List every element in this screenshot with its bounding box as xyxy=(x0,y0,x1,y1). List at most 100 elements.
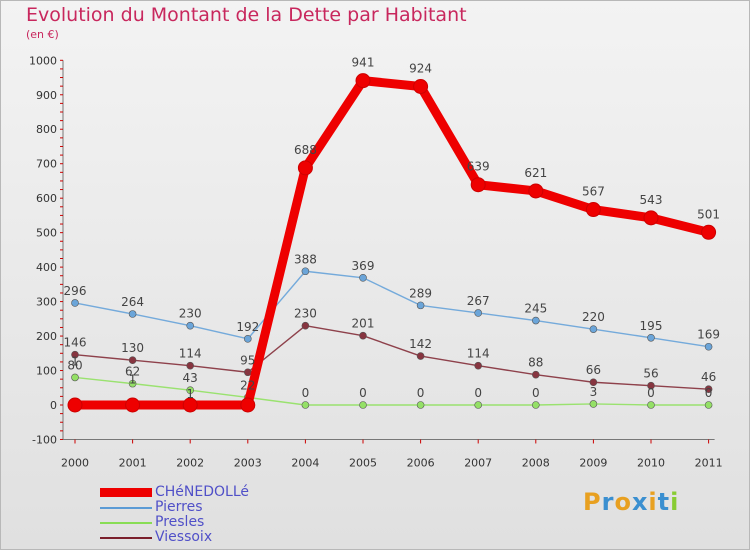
legend-swatch xyxy=(100,522,152,524)
data-label: 245 xyxy=(524,302,547,316)
series-line-presles xyxy=(74,376,709,406)
data-point xyxy=(125,397,141,413)
data-point xyxy=(589,325,598,333)
data-label: 146 xyxy=(64,336,87,350)
x-tick-label: 2003 xyxy=(234,456,262,469)
legend-label: Pierres xyxy=(155,499,203,515)
y-tick-label: 400 xyxy=(36,261,57,274)
data-label: 230 xyxy=(179,307,202,321)
data-label: 0 xyxy=(417,386,425,400)
data-label: 543 xyxy=(640,193,663,207)
data-label: 1 xyxy=(186,387,194,401)
data-point xyxy=(647,381,655,390)
data-point xyxy=(359,401,367,409)
series-line-viessoix xyxy=(74,325,709,390)
chart-subtitle: (en €) xyxy=(26,28,59,41)
data-point xyxy=(704,401,713,409)
legend-swatch xyxy=(100,537,152,539)
data-label: 114 xyxy=(467,347,490,361)
data-point xyxy=(186,321,194,330)
data-point xyxy=(359,274,367,282)
data-label: 230 xyxy=(294,307,317,321)
data-label: 80 xyxy=(67,358,82,372)
data-label: 264 xyxy=(121,295,144,309)
data-point xyxy=(128,310,137,318)
data-label: 0 xyxy=(474,386,482,400)
x-tick-label: 2000 xyxy=(61,456,89,469)
data-point xyxy=(704,342,713,351)
data-point xyxy=(128,356,137,364)
logo-letter: t xyxy=(657,488,671,516)
data-point xyxy=(182,397,198,413)
data-point xyxy=(647,401,655,409)
data-label: 289 xyxy=(409,286,432,300)
x-tick-label: 2009 xyxy=(579,456,607,469)
data-point xyxy=(416,352,425,360)
y-tick-label: 300 xyxy=(36,296,57,309)
y-tick-label: 100 xyxy=(36,365,57,378)
data-label: 43 xyxy=(183,371,198,385)
data-point xyxy=(355,73,371,89)
data-point xyxy=(297,160,313,176)
data-label: 267 xyxy=(467,294,490,308)
data-label: 220 xyxy=(582,310,605,324)
x-tick-label: 2006 xyxy=(407,456,435,469)
y-tick-label: 200 xyxy=(36,330,57,343)
data-point xyxy=(186,361,194,370)
data-label: 1 xyxy=(129,373,137,387)
data-point xyxy=(244,335,252,343)
data-point xyxy=(128,379,137,388)
data-label: 66 xyxy=(586,363,601,377)
data-label: 95 xyxy=(240,353,255,367)
data-point xyxy=(474,361,483,370)
y-tick-label: 500 xyxy=(36,227,57,240)
data-label: 195 xyxy=(640,319,663,333)
data-label: 0 xyxy=(359,386,367,400)
x-tick-label: 2004 xyxy=(291,456,319,469)
data-point xyxy=(647,333,655,342)
data-label: 142 xyxy=(409,337,432,351)
data-point xyxy=(301,267,310,276)
data-point xyxy=(643,210,659,226)
logo-letter: x xyxy=(631,488,649,516)
data-label: 88 xyxy=(528,356,543,370)
data-point xyxy=(413,78,429,94)
data-point xyxy=(470,177,486,193)
data-point xyxy=(589,400,598,408)
y-tick-label: 600 xyxy=(36,192,57,205)
y-tick-label: 700 xyxy=(36,158,57,171)
logo-letter: r xyxy=(601,488,615,516)
data-label: 62 xyxy=(125,365,140,379)
data-point xyxy=(301,401,310,409)
data-label: 501 xyxy=(697,207,720,221)
legend-swatch xyxy=(100,488,152,497)
x-tick-label: 2011 xyxy=(695,456,723,469)
data-point xyxy=(240,397,256,413)
data-label: 114 xyxy=(179,347,202,361)
chart-title: Evolution du Montant de la Dette par Hab… xyxy=(26,4,467,26)
x-tick-label: 2007 xyxy=(464,456,492,469)
legend-label: CHéNEDOLLé xyxy=(155,484,250,500)
data-label: 941 xyxy=(352,56,375,70)
legend-label: Viessoix xyxy=(155,529,213,545)
logo-letter: P xyxy=(583,488,602,516)
data-label: 621 xyxy=(524,166,547,180)
data-label: 56 xyxy=(643,367,658,381)
series-line-chénedollé xyxy=(75,76,710,410)
data-point xyxy=(186,386,194,394)
data-point xyxy=(244,368,252,377)
data-label: 169 xyxy=(697,328,720,342)
y-tick-label: 800 xyxy=(36,123,57,136)
legend-swatch xyxy=(100,507,152,509)
data-point xyxy=(528,183,544,199)
x-tick-label: 2005 xyxy=(349,456,377,469)
data-label: 0 xyxy=(647,386,655,400)
logo-letter: i xyxy=(670,488,680,516)
data-point xyxy=(585,202,601,218)
data-label: 201 xyxy=(352,317,375,331)
data-label: 22 xyxy=(240,378,255,392)
data-label: 130 xyxy=(121,341,144,355)
series-line-pierres xyxy=(74,270,709,348)
